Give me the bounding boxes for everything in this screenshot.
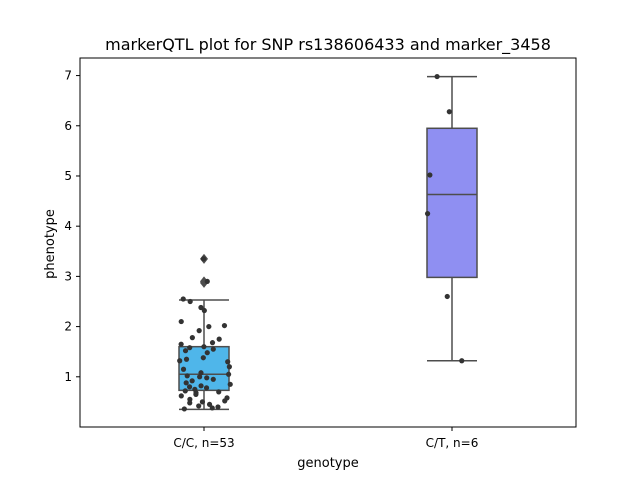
y-tick-label: 5 — [64, 169, 72, 183]
data-point — [203, 385, 210, 391]
y-tick-label: 2 — [64, 320, 72, 334]
data-point — [206, 401, 213, 408]
data-point — [193, 391, 199, 397]
y-tick-label: 1 — [64, 370, 72, 384]
data-point — [226, 364, 232, 370]
data-point — [221, 322, 228, 329]
data-point — [216, 389, 222, 395]
y-axis-label: phenotype — [43, 209, 58, 279]
data-point — [201, 307, 207, 314]
data-point — [199, 399, 206, 405]
axes: 1 2 3 4 5 6 7 C/C, n=53 C/T, n=6 — [64, 57, 577, 450]
data-point — [180, 296, 186, 302]
data-point — [184, 373, 190, 379]
data-point — [226, 371, 232, 377]
data-point — [427, 172, 433, 178]
data-point — [196, 403, 202, 409]
data-point — [204, 375, 210, 381]
outlier-marker — [200, 276, 208, 287]
data-point — [183, 356, 190, 362]
data-point — [177, 358, 183, 364]
data-point — [227, 381, 233, 387]
data-point — [200, 256, 207, 262]
axes-frame — [79, 57, 577, 428]
data-point — [200, 355, 206, 361]
x-tick-label: C/T, n=6 — [426, 436, 479, 450]
data-point — [204, 350, 210, 356]
data-point — [210, 376, 216, 382]
y-tick-label: 3 — [64, 269, 72, 283]
y-tick-label: 4 — [64, 219, 72, 233]
data-point — [181, 406, 187, 412]
box-group-0 — [177, 253, 233, 412]
data-point — [187, 298, 193, 305]
data-point — [201, 344, 207, 350]
data-point — [204, 278, 210, 285]
data-point — [187, 400, 193, 406]
data-point — [189, 378, 195, 384]
data-point — [178, 341, 184, 347]
chart-title: markerQTL plot for SNP rs138606433 and m… — [105, 35, 551, 55]
data-point — [210, 346, 216, 352]
x-axis-label: genotype — [297, 456, 358, 471]
data-point — [446, 109, 452, 115]
data-point — [222, 398, 228, 404]
data-point — [178, 393, 184, 399]
data-point — [187, 345, 193, 351]
data-point — [196, 328, 202, 334]
data-point — [189, 335, 195, 341]
data-point — [178, 318, 184, 325]
data-point — [183, 380, 189, 386]
data-point — [434, 73, 440, 80]
data-point — [182, 388, 188, 394]
data-point — [216, 336, 222, 342]
data-point — [206, 323, 212, 330]
data-point — [444, 293, 450, 300]
data-point — [225, 359, 231, 365]
data-point — [180, 366, 187, 372]
box-iqr — [426, 127, 478, 279]
y-tick-label: 6 — [64, 119, 72, 133]
data-point — [209, 340, 216, 346]
data-point — [186, 384, 193, 390]
box-group-1 — [424, 73, 478, 364]
data-point — [215, 404, 221, 410]
y-tick-label: 7 — [64, 69, 72, 83]
data-point — [198, 370, 204, 376]
plot-area — [177, 73, 478, 412]
data-point — [198, 304, 204, 311]
data-point — [198, 383, 204, 389]
data-point — [209, 405, 215, 411]
data-point — [182, 348, 189, 354]
data-point — [424, 211, 431, 217]
data-point — [459, 358, 465, 364]
x-tick-label: C/C, n=53 — [173, 436, 234, 450]
data-point — [197, 374, 203, 380]
